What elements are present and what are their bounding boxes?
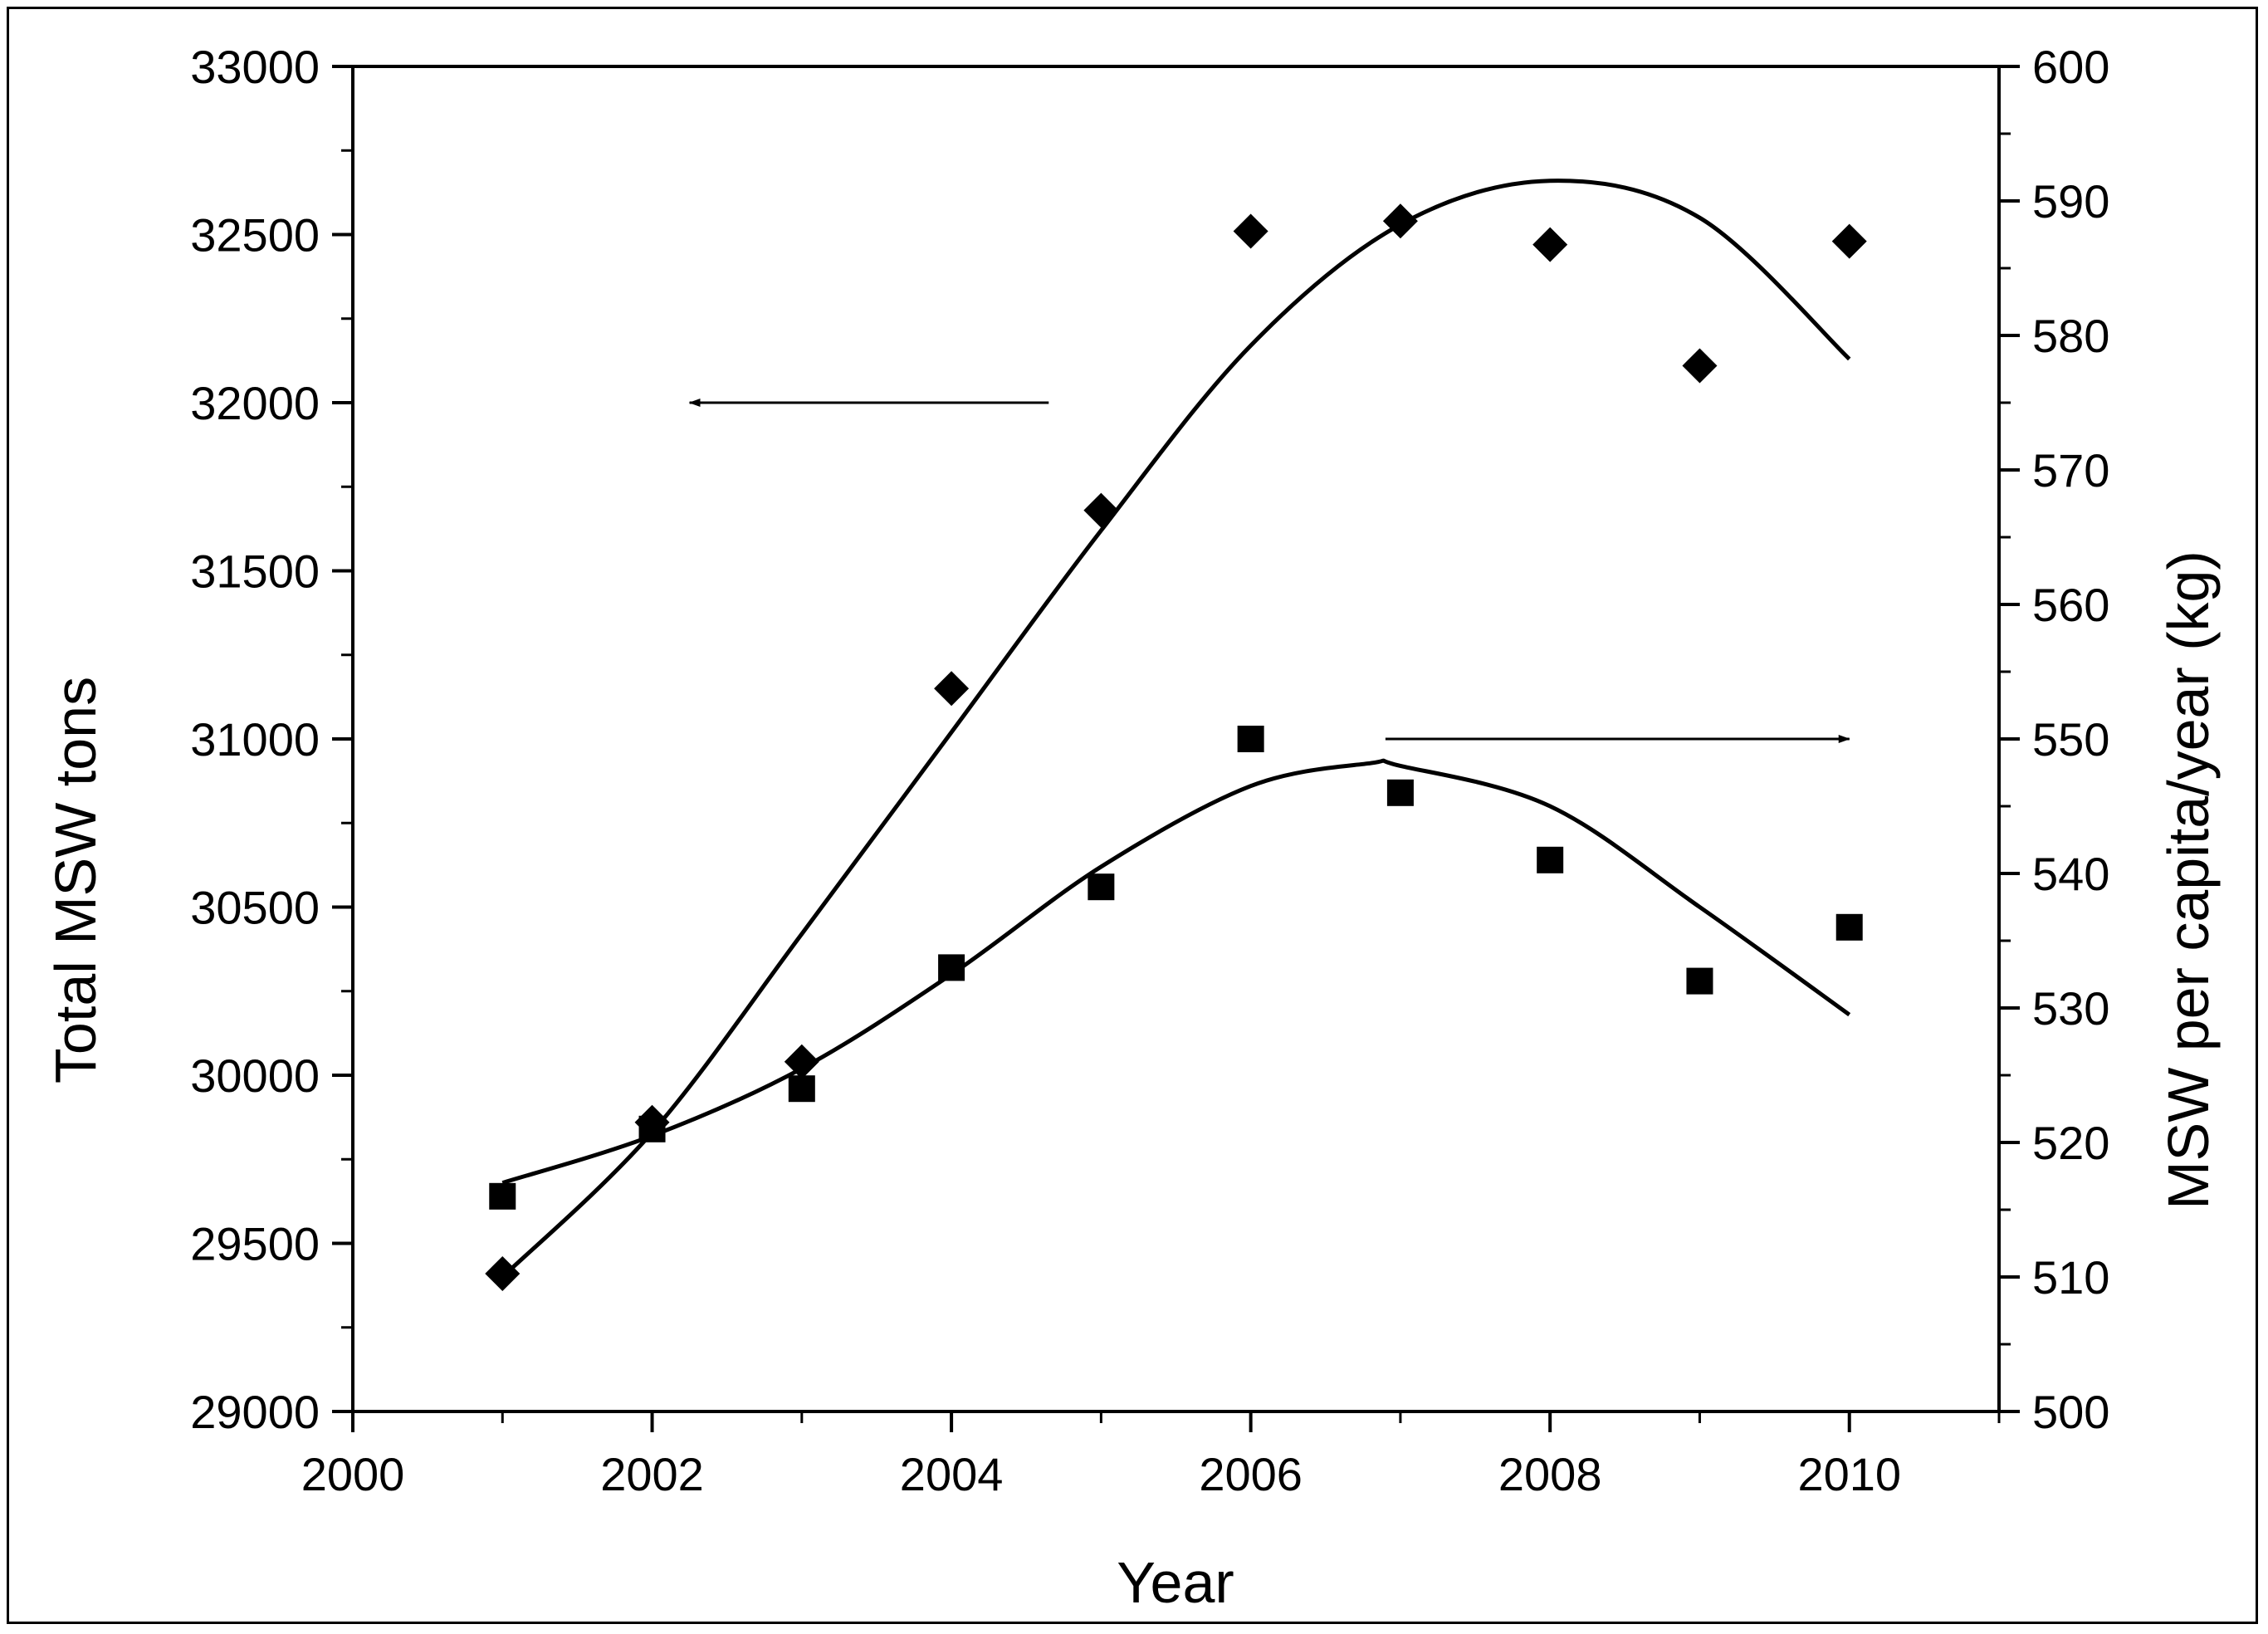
square-point (638, 1115, 666, 1142)
right-tick-label: 530 (2032, 982, 2109, 1035)
square-point (938, 954, 965, 981)
right-tick-label: 550 (2032, 713, 2109, 766)
diamond-point (1233, 213, 1268, 249)
diamond-point (1682, 348, 1718, 384)
fit-curves (501, 179, 1851, 1279)
right-y-axis: 500 510 520 530 540 550 560 570 580 590 600 (1999, 41, 2109, 1438)
right-tick-label: 500 (2032, 1386, 2109, 1438)
diamond-point (1831, 223, 1867, 259)
axis-arrows (688, 399, 1850, 743)
x-tick-label: 2010 (1797, 1448, 1901, 1500)
right-tick-label: 590 (2032, 175, 2109, 227)
left-tick-label: 33000 (190, 41, 320, 93)
right-y-axis-title: MSW per capita/year (kg) (2156, 550, 2221, 1210)
square-point (788, 1075, 815, 1103)
left-y-axis-title: Total MSW tons (43, 677, 108, 1084)
square-point (1088, 873, 1115, 901)
left-tick-label: 30000 (190, 1049, 320, 1102)
right-tick-label: 580 (2032, 310, 2109, 362)
diamond-point (1382, 203, 1418, 239)
diamond-point (1532, 227, 1568, 262)
diamond-point (485, 1255, 521, 1291)
left-tick-label: 31000 (190, 713, 320, 766)
left-tick-label: 30500 (190, 882, 320, 934)
x-tick-label: 2000 (301, 1448, 405, 1500)
fit-curve-diamond (501, 179, 1851, 1279)
right-tick-label: 570 (2032, 444, 2109, 497)
right-tick-label: 520 (2032, 1117, 2109, 1169)
square-point (1386, 779, 1414, 806)
right-tick-label: 510 (2032, 1251, 2109, 1304)
left-y-axis: 29000 29500 30000 30500 31000 31500 32000 32500… (190, 41, 353, 1438)
x-axis-title: Year (1117, 1550, 1234, 1615)
left-tick-label: 32000 (190, 377, 320, 429)
fit-curve-square (501, 758, 1851, 1185)
right-tick-label: 600 (2032, 41, 2109, 93)
x-tick-label: 2002 (600, 1448, 704, 1500)
x-tick-label: 2008 (1498, 1448, 1602, 1500)
x-axis: 2000 2002 2004 2006 2008 2010 (301, 1411, 2001, 1500)
square-point (1686, 967, 1713, 995)
diamond-point (784, 1044, 819, 1079)
diamond-point (934, 671, 970, 707)
right-tick-label: 560 (2032, 579, 2109, 631)
left-tick-label: 32500 (190, 209, 320, 262)
square-point (1835, 913, 1863, 941)
square-point (1537, 846, 1564, 873)
left-tick-label: 31500 (190, 545, 320, 598)
diamond-point (1083, 492, 1119, 528)
left-tick-label: 29500 (190, 1218, 320, 1270)
left-tick-label: 29000 (190, 1386, 320, 1438)
x-tick-label: 2006 (1199, 1448, 1303, 1500)
square-point (489, 1182, 516, 1210)
x-tick-label: 2004 (900, 1448, 1004, 1500)
chart-frame (7, 7, 2258, 1624)
right-tick-label: 540 (2032, 848, 2109, 900)
square-point (1237, 726, 1264, 752)
data-points (485, 203, 1867, 1291)
